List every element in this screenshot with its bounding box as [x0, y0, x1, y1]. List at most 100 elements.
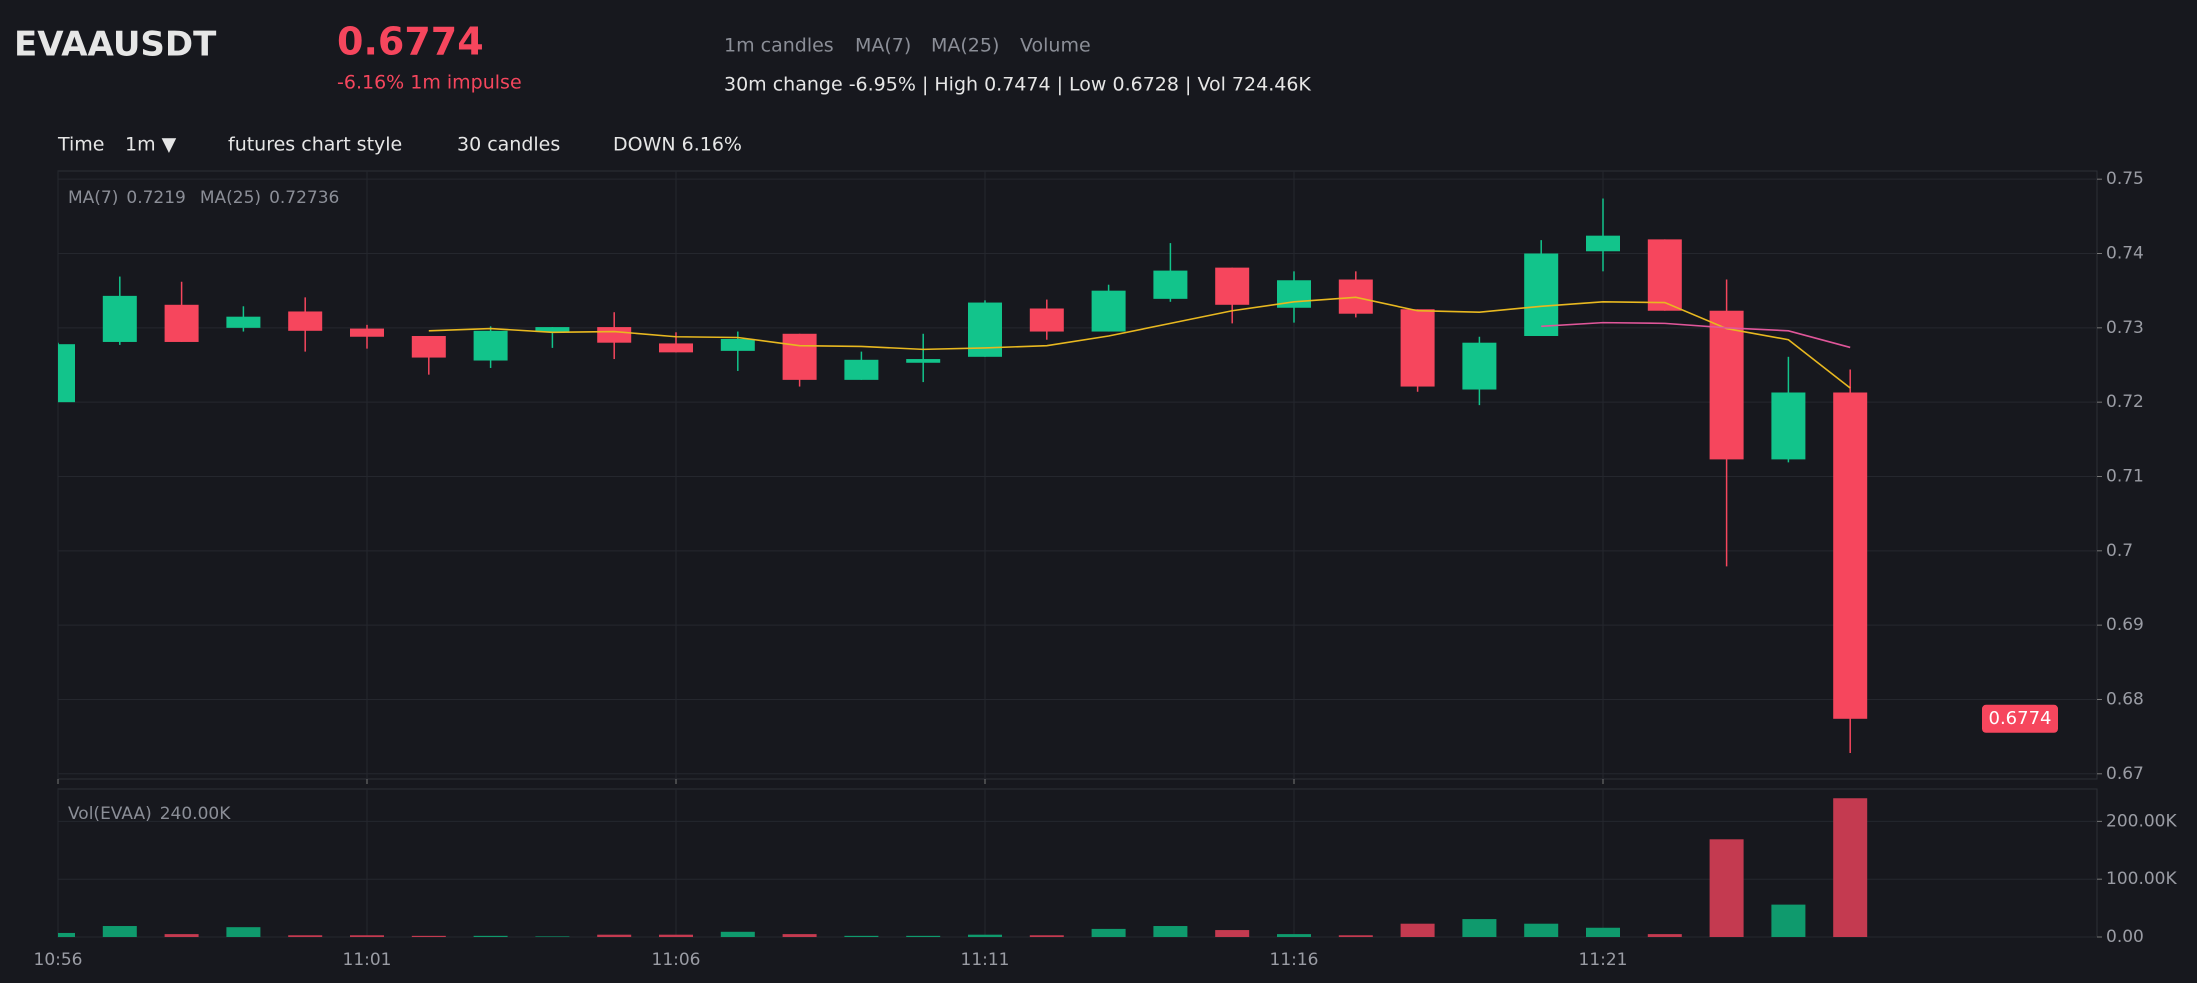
volume-bar — [782, 934, 817, 937]
volume-bar — [288, 935, 323, 937]
impulse: -6.16% 1m impulse — [337, 72, 522, 94]
candle-body — [1647, 239, 1682, 311]
volume-bar — [968, 934, 1002, 937]
y-tick-label: 0.75 — [2106, 169, 2144, 189]
candle-body — [164, 304, 199, 342]
x-tick-label: 11:11 — [961, 950, 1010, 970]
y-tick-label: 200.00K — [2106, 811, 2177, 831]
candle-body — [1524, 253, 1559, 337]
y-tick-label: 0.72 — [2106, 392, 2144, 412]
price: 0.6774 — [337, 20, 484, 64]
y-tick-label: 0.69 — [2106, 615, 2144, 635]
interval-select[interactable]: 1m ▼ — [125, 134, 177, 156]
summary: 30m change -6.95% | High 0.7474 | Low 0.… — [724, 74, 1311, 96]
candle-body — [58, 344, 75, 403]
ma-line — [428, 296, 1851, 389]
candle-body — [1215, 267, 1250, 305]
direction: DOWN 6.16% — [613, 134, 742, 156]
volume-bar — [164, 934, 199, 937]
volume-bar — [1277, 934, 1311, 937]
volume-bar — [350, 935, 384, 937]
candle-body — [473, 330, 508, 361]
volume-bar — [659, 934, 693, 937]
volume-bar — [1524, 923, 1559, 937]
legend-text: 240.00K — [160, 804, 231, 824]
volume-bar — [411, 935, 446, 937]
volume-bar — [1153, 926, 1188, 937]
candle-count: 30 candles — [457, 134, 560, 156]
labels: 0.67 0.68 0.69 0.7 0.71 0.72 0.73 0.74 0.75 0.00 1… — [34, 169, 2178, 970]
volume-bar — [1029, 935, 1064, 937]
volume-bar — [102, 926, 137, 937]
candle-body — [1153, 270, 1188, 299]
candle-body — [597, 327, 632, 343]
legend-name: MA(7) — [68, 188, 118, 208]
candle-body — [535, 327, 570, 332]
y-tick-label: 0.67 — [2106, 764, 2144, 784]
volume-bar — [1771, 904, 1806, 937]
y-tick-label: 0.73 — [2106, 318, 2144, 338]
volume-bars — [58, 798, 1868, 937]
y-tick-label: 0.74 — [2106, 244, 2144, 264]
candle-body — [226, 316, 261, 328]
volume-bar — [1586, 927, 1620, 937]
legend-value: 0.72736 — [269, 188, 339, 208]
candles — [58, 198, 1868, 753]
y-tick-label: 100.00K — [2106, 869, 2177, 889]
last-price-tag — [1982, 704, 2058, 733]
volume-bar — [1647, 934, 1682, 937]
candle-body — [659, 343, 693, 353]
y-tick-label: 0.71 — [2106, 466, 2144, 486]
volume-bar — [58, 932, 75, 937]
volume-bar — [226, 927, 261, 937]
symbol: EVAAUSDT — [14, 25, 217, 65]
volume-bar — [720, 931, 755, 937]
legend-name: MA(25) — [200, 188, 261, 208]
x-tick-label: 11:01 — [343, 950, 392, 970]
candle-body — [844, 359, 879, 380]
indicator: MA(7) — [855, 35, 911, 57]
legend-value: 0.7219 — [126, 188, 185, 208]
volume-bar — [1338, 935, 1373, 937]
candle-body — [720, 338, 755, 351]
x-tick-label: 11:06 — [652, 950, 701, 970]
volume-bar — [473, 935, 508, 937]
candle-body — [1709, 310, 1744, 460]
x-tick-label: 11:21 — [1579, 950, 1628, 970]
candle-body — [1462, 342, 1497, 390]
grid — [57, 171, 2102, 938]
legend-entry: MA(25) 0.72736 — [200, 188, 340, 208]
candle-body — [906, 359, 941, 363]
indicator: MA(25) — [931, 35, 999, 57]
candle-body — [1833, 392, 1868, 719]
ma-line — [1541, 321, 1851, 349]
volume-bar — [1833, 798, 1868, 937]
indicator: 1m candles — [724, 35, 834, 57]
volume-legend: Vol(EVAA) 240.00K — [68, 804, 231, 824]
y-tick-label: 0.00 — [2106, 927, 2144, 947]
x-tick-label: 11:16 — [1270, 950, 1319, 970]
y-tick-label: 0.7 — [2106, 541, 2133, 561]
last-price-label: 0.6774 — [1989, 708, 2052, 729]
volume-bar — [597, 934, 632, 937]
candle-body — [1091, 290, 1126, 332]
volume-bar — [1462, 919, 1497, 937]
candle-body — [782, 333, 817, 380]
volume-bar — [906, 935, 941, 937]
candle-body — [1029, 308, 1064, 332]
indicator: Volume — [1020, 35, 1091, 57]
legend-entry: MA(7) 0.7219 — [68, 188, 186, 208]
candle-body — [1400, 309, 1435, 387]
toolbar-label: Time — [57, 134, 105, 156]
volume-bar — [1091, 928, 1126, 937]
chart-style[interactable]: futures chart style — [228, 134, 402, 156]
candle-body — [1586, 235, 1620, 252]
volume-bar — [1709, 839, 1744, 937]
y-tick-label: 0.68 — [2106, 689, 2144, 709]
legend-text: Vol(EVAA) — [68, 804, 152, 824]
candle-body — [350, 328, 384, 337]
candle-body — [1771, 392, 1806, 460]
volume-bar — [844, 935, 879, 937]
